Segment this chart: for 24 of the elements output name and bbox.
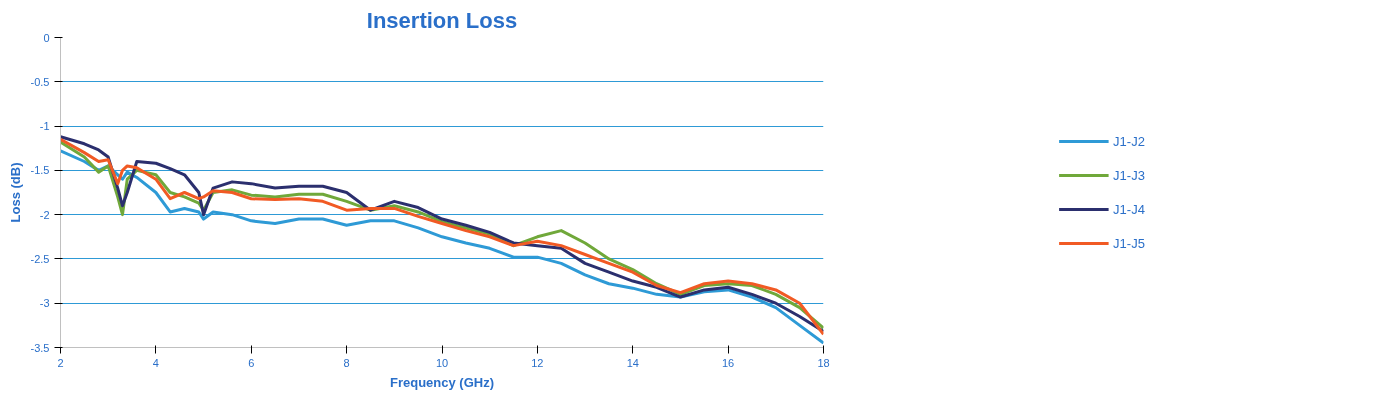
x-tick-label: 16 xyxy=(722,356,735,369)
x-tick-label: 10 xyxy=(435,356,449,369)
y-tick-label: -1 xyxy=(39,120,50,133)
x-tick-label: 2 xyxy=(57,356,64,369)
legend-label: J1-J2 xyxy=(1113,133,1145,149)
chart-title: Insertion Loss xyxy=(366,7,518,33)
y-tick-label: -2 xyxy=(39,208,50,221)
y-tick-label: -3.5 xyxy=(30,341,50,354)
x-tick-label: 8 xyxy=(343,356,350,369)
y-tick-label: -2.5 xyxy=(30,252,50,265)
x-tick-label: 14 xyxy=(626,356,639,369)
y-tick-label: -3 xyxy=(39,297,50,310)
y-tick-label: -1.5 xyxy=(30,164,50,177)
y-tick-label: -0.5 xyxy=(30,75,50,88)
x-tick-label: 18 xyxy=(817,356,830,369)
legend-label: J1-J3 xyxy=(1113,167,1145,183)
y-tick-label: 0 xyxy=(43,31,50,44)
legend-label: J1-J4 xyxy=(1113,201,1145,217)
x-tick-label: 12 xyxy=(531,356,544,369)
y-axis-title: Loss (dB) xyxy=(7,162,23,223)
x-axis-title: Frequency (GHz) xyxy=(389,374,495,390)
x-tick-label: 4 xyxy=(152,356,159,369)
x-tick-label: 6 xyxy=(248,356,255,369)
legend-label: J1-J5 xyxy=(1113,235,1145,251)
